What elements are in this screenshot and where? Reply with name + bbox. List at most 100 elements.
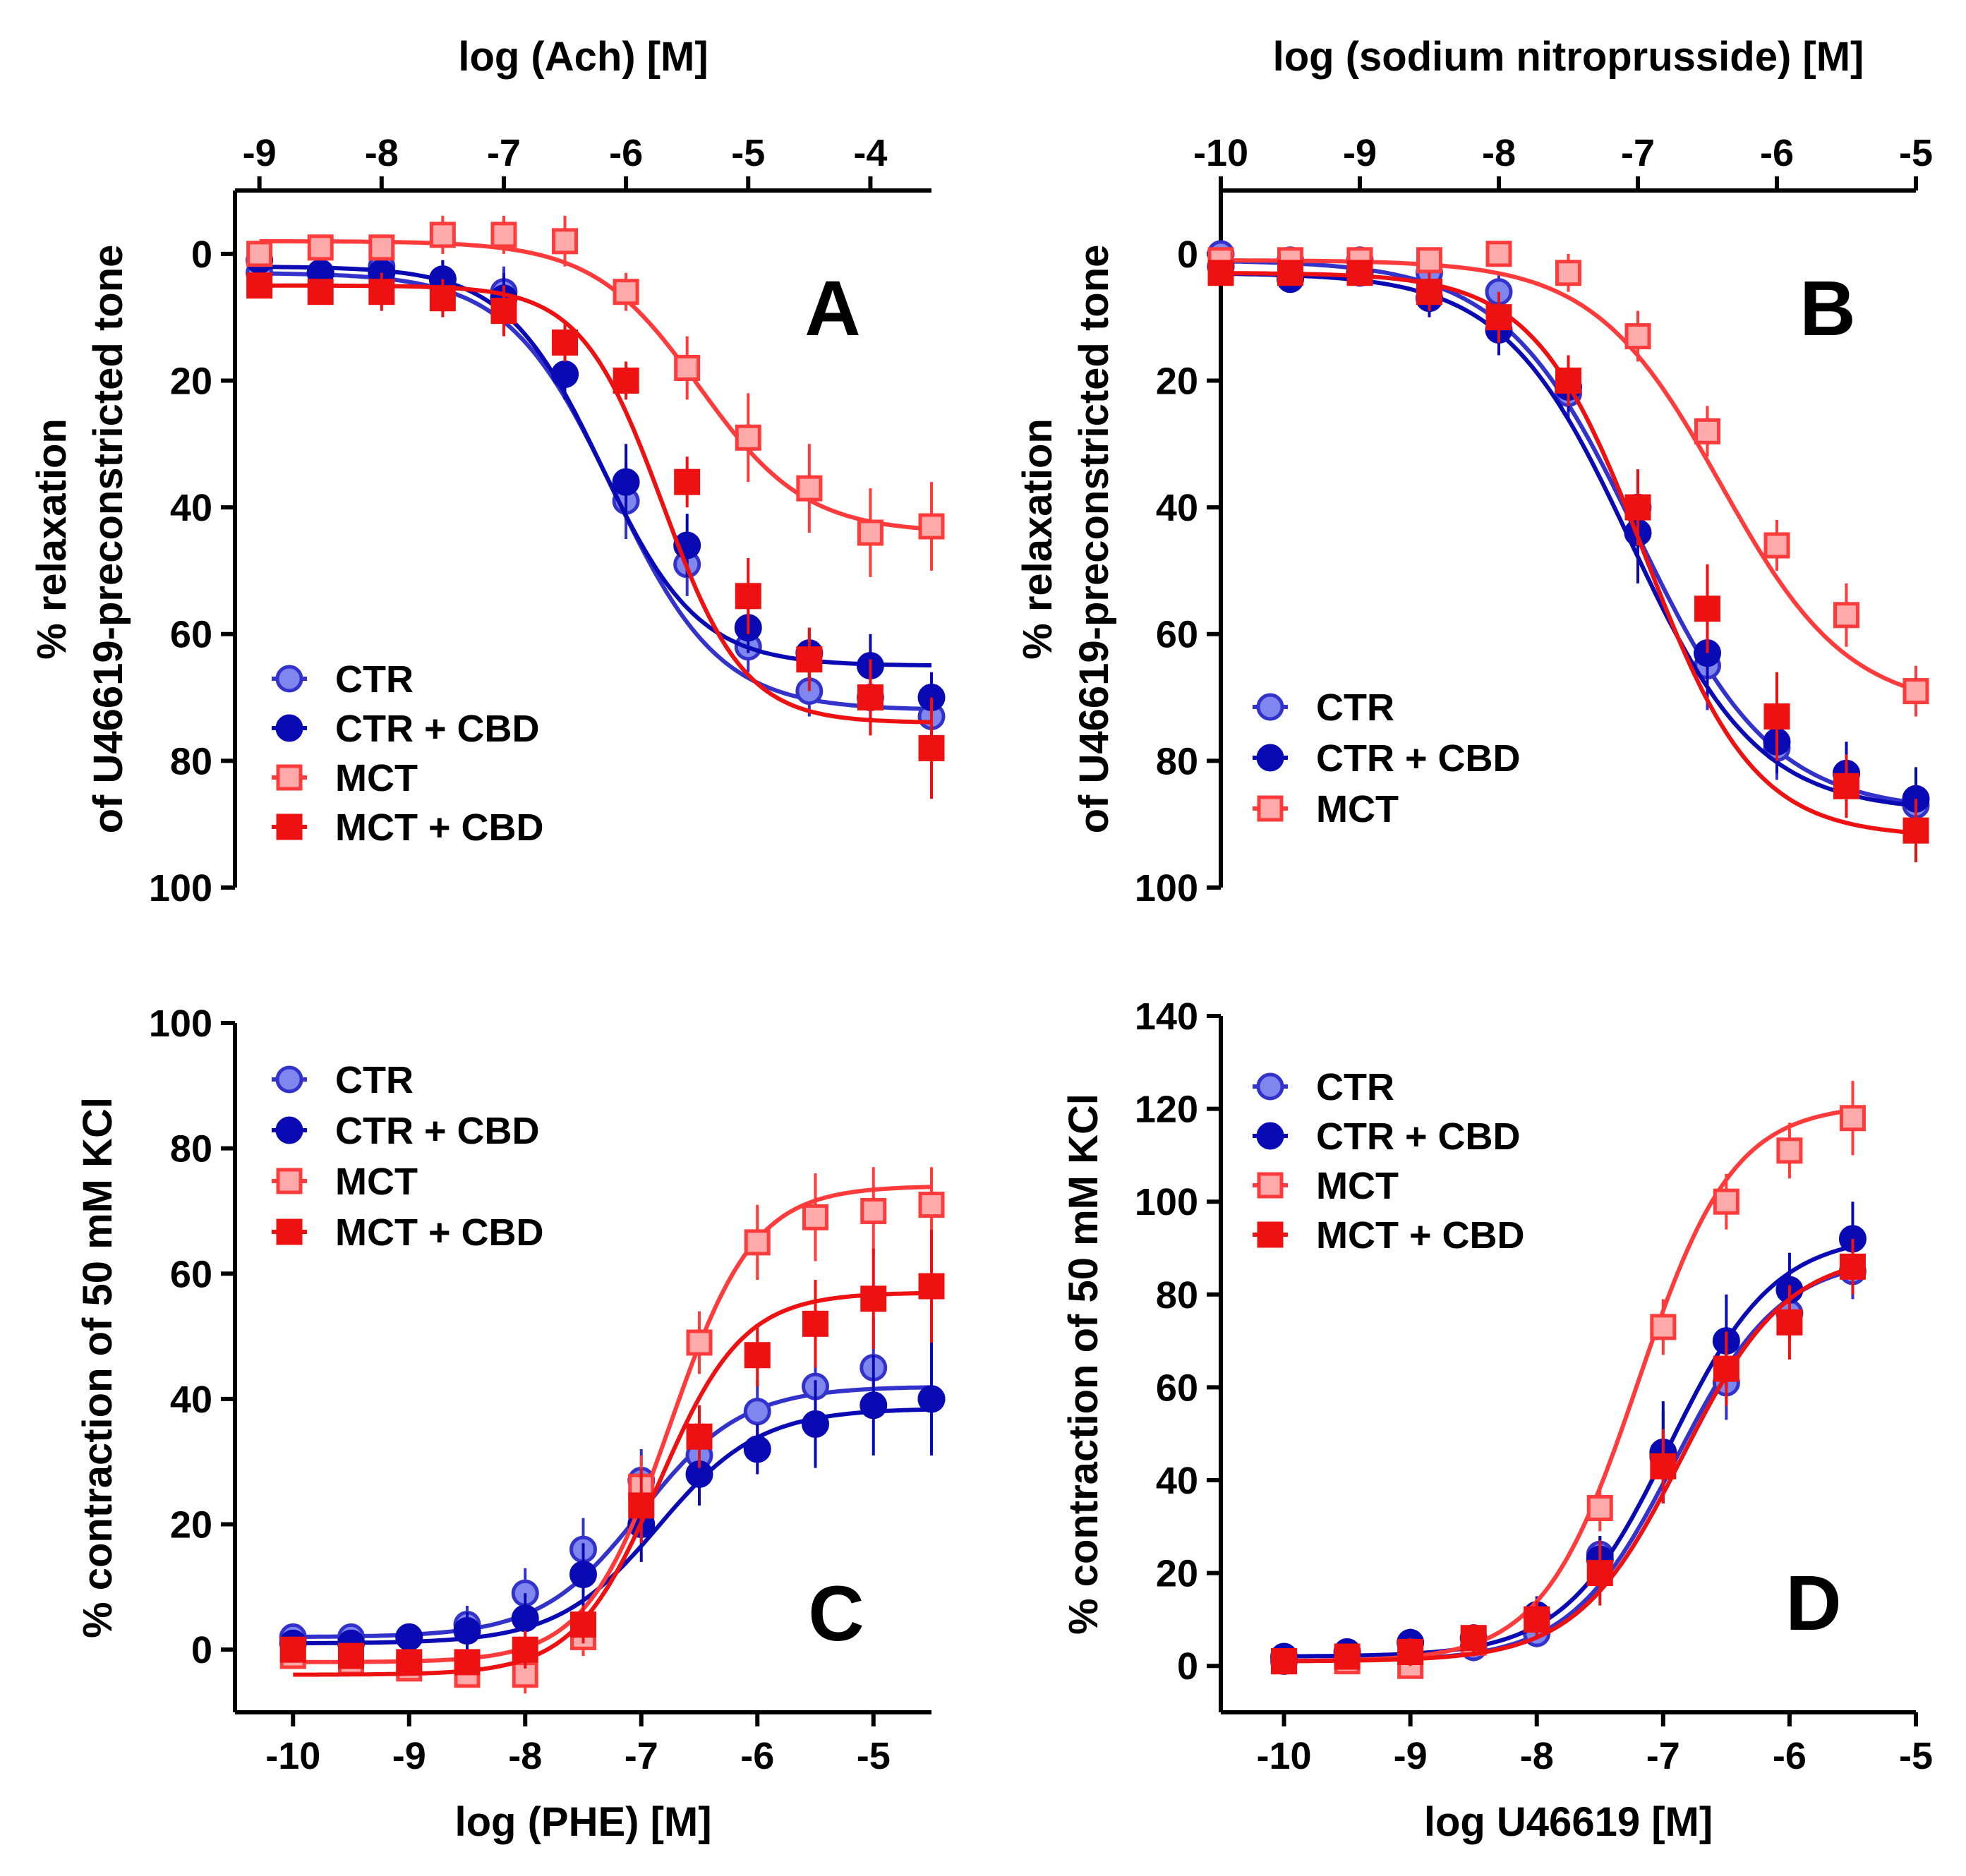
legend-marker xyxy=(1256,744,1284,772)
data-point xyxy=(613,279,639,305)
data-point xyxy=(1763,703,1790,730)
data-point xyxy=(743,1398,771,1426)
data-point xyxy=(569,1561,597,1589)
data-point xyxy=(1650,1314,1677,1341)
x-tick-label: -7 xyxy=(625,1735,658,1777)
legend-entry: MCT + CBD xyxy=(1253,1214,1525,1257)
data-point xyxy=(735,424,761,451)
data-point xyxy=(552,329,579,356)
y-tick-label: 140 xyxy=(1135,996,1198,1038)
y-axis-title: of U46619-preconstricted tone xyxy=(1071,245,1117,834)
data-point xyxy=(1586,1560,1613,1587)
data-point xyxy=(368,279,395,305)
data-point xyxy=(1555,367,1581,394)
x-tick-label: -7 xyxy=(1646,1735,1680,1777)
data-point xyxy=(395,1623,423,1651)
x-axis-title: log (PHE) [M] xyxy=(454,1799,711,1845)
y-tick-label: 80 xyxy=(170,1128,212,1170)
x-tick-label: -6 xyxy=(740,1735,774,1777)
data-point xyxy=(857,519,884,546)
panel-d: -10 -9 -8 -7 -6 -5 0 20 40 60 80 100 120 140 log U4661… xyxy=(1061,996,1933,1845)
y-tick-label: 20 xyxy=(170,1504,212,1547)
legend-marker xyxy=(276,764,303,791)
series-mct-cbd xyxy=(246,272,945,799)
data-point xyxy=(396,1649,423,1676)
data-point xyxy=(802,1310,828,1337)
legend-label: CTR xyxy=(335,1059,414,1101)
data-point xyxy=(918,513,945,540)
data-point xyxy=(551,360,579,388)
legend-entry: MCT + CBD xyxy=(272,1211,544,1254)
data-point xyxy=(735,583,761,610)
data-point xyxy=(1902,678,1929,705)
x-tick-label: -5 xyxy=(857,1735,891,1777)
legend-marker xyxy=(1257,1221,1284,1248)
y-tick-label: 100 xyxy=(149,867,212,909)
y-tick-label: 60 xyxy=(1156,614,1198,656)
x-tick-label: -10 xyxy=(1257,1735,1312,1777)
data-point xyxy=(860,1391,888,1420)
legend-label: CTR xyxy=(1316,1066,1394,1108)
x-axis-title: log U46619 [M] xyxy=(1424,1799,1713,1845)
x-axis-title: log (sodium nitroprusside) [M] xyxy=(1273,34,1864,80)
y-tick-label: 40 xyxy=(1156,1460,1198,1502)
legend-entry: CTR xyxy=(1253,686,1394,729)
x-tick-label: -8 xyxy=(1482,132,1516,174)
data-point xyxy=(1207,260,1234,286)
y-tick-label: 80 xyxy=(170,740,212,782)
series-mct-cbd xyxy=(1271,1238,1866,1675)
data-point xyxy=(744,1342,771,1369)
data-point xyxy=(1713,1355,1739,1382)
legend-label: MCT xyxy=(1316,1165,1399,1207)
y-tick-label: 80 xyxy=(1156,1274,1198,1317)
x-tick-label: -7 xyxy=(1621,132,1655,174)
data-point xyxy=(512,1636,538,1663)
data-point xyxy=(918,734,945,761)
data-point xyxy=(1776,1137,1803,1164)
panel-letter: B xyxy=(1799,265,1855,352)
x-tick-label: -9 xyxy=(1394,1735,1428,1777)
fit-curve xyxy=(1284,1244,1854,1659)
legend-entry: CTR xyxy=(1253,1066,1394,1108)
x-tick-label: -10 xyxy=(265,1735,320,1777)
data-point xyxy=(613,367,639,394)
series-ctr xyxy=(1270,1243,1867,1676)
data-point xyxy=(674,354,701,381)
legend-marker xyxy=(1257,1172,1284,1199)
data-point xyxy=(686,1329,713,1356)
panel-c: -10 -9 -8 -7 -6 -5 0 20 40 60 80 100 log (PHE) [M] % … xyxy=(75,1003,946,1845)
y-tick-label: 80 xyxy=(1156,740,1198,782)
data-point xyxy=(454,1649,481,1676)
data-point xyxy=(1460,1625,1487,1652)
legend-marker xyxy=(1256,1122,1284,1150)
legend-label: CTR + CBD xyxy=(1316,1115,1521,1158)
data-point xyxy=(338,1642,364,1669)
y-axis-title: of U46619-preconstricted tone xyxy=(85,245,131,834)
y-tick-label: 100 xyxy=(1135,1181,1198,1223)
y-tick-label: 60 xyxy=(170,1253,212,1295)
y-tick-label: 100 xyxy=(1135,867,1198,909)
x-tick-label: -9 xyxy=(1343,132,1377,174)
legend-entry: MCT + CBD xyxy=(272,806,544,849)
data-point xyxy=(1277,260,1303,286)
data-point xyxy=(279,1636,306,1663)
series-mct xyxy=(246,215,945,577)
y-tick-label: 60 xyxy=(170,614,212,656)
data-point xyxy=(246,272,273,299)
x-tick-label: -9 xyxy=(243,132,277,174)
legend-marker xyxy=(276,1218,303,1245)
x-axis-title: log (Ach) [M] xyxy=(458,34,708,80)
data-point xyxy=(429,222,456,248)
x-tick-label: -8 xyxy=(365,132,399,174)
legend-entry: MCT xyxy=(272,757,418,799)
legend-marker xyxy=(275,1116,303,1144)
legend-entry: CTR + CBD xyxy=(272,708,540,750)
data-point xyxy=(1839,1105,1866,1132)
fit-curve xyxy=(1220,258,1917,692)
data-point xyxy=(1839,1253,1866,1280)
x-tick-label: -6 xyxy=(609,132,643,174)
y-tick-label: 0 xyxy=(191,1629,212,1671)
legend-marker xyxy=(276,1168,303,1194)
data-point xyxy=(674,468,701,495)
